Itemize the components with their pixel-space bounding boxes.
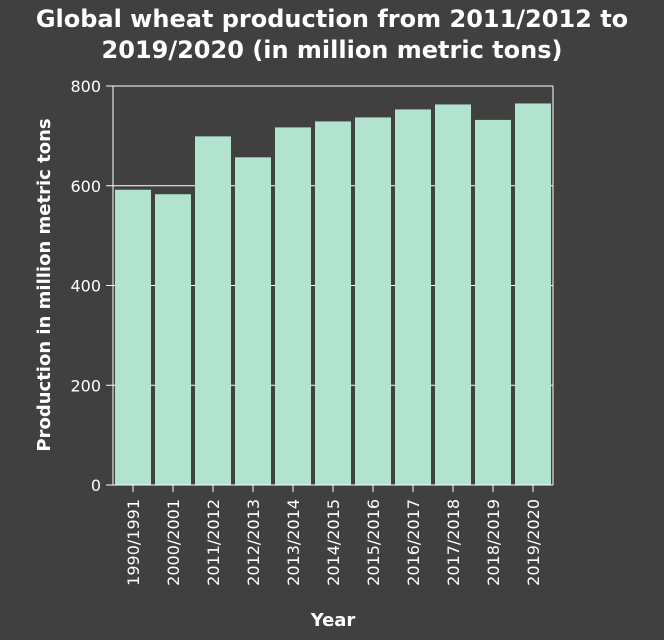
bar-2011/2012 xyxy=(195,136,231,485)
bar-2016/2017 xyxy=(395,109,431,485)
x-tick-label-2017/2018: 2017/2018 xyxy=(444,499,463,586)
bar-1990/1991 xyxy=(115,189,151,486)
x-axis-label: Year xyxy=(310,610,356,631)
y-tick-label-800: 800 xyxy=(70,77,101,96)
x-tick-label-2019/2020: 2019/2020 xyxy=(524,499,543,586)
bar-2018/2019 xyxy=(475,119,511,485)
x-tick-label-2013/2014: 2013/2014 xyxy=(284,499,303,586)
x-tick-label-2018/2019: 2018/2019 xyxy=(484,499,503,586)
y-tick-label-600: 600 xyxy=(70,177,101,196)
bar-2013/2014 xyxy=(275,127,311,486)
x-tick-label-2014/2015: 2014/2015 xyxy=(324,499,343,586)
y-tick-label-0: 0 xyxy=(91,476,101,495)
bar-2000/2001 xyxy=(155,194,191,485)
axes xyxy=(106,85,554,492)
bar-2019/2020 xyxy=(515,103,551,486)
x-tick-label-2012/2013: 2012/2013 xyxy=(244,499,263,586)
tick-labels: 0 200 400 600 800 1990/1991 2000/2001 2011/2012… xyxy=(70,77,543,586)
chart-title-line-2: 2019/2020 (in million metric tons) xyxy=(101,36,563,64)
y-tick-label-400: 400 xyxy=(70,277,101,296)
bar-2012/2013 xyxy=(235,157,271,486)
y-tick-label-200: 200 xyxy=(70,376,101,395)
x-tick-label-2000/2001: 2000/2001 xyxy=(164,499,183,586)
bar-2015/2016 xyxy=(355,117,391,485)
x-tick-label-2016/2017: 2016/2017 xyxy=(404,499,423,586)
x-tick-label-2011/2012: 2011/2012 xyxy=(204,499,223,586)
chart-title-line-1: Global wheat production from 2011/2012 t… xyxy=(35,5,629,33)
bar-2014/2015 xyxy=(315,121,351,485)
y-axis-label: Production in million metric tons xyxy=(34,118,55,451)
x-tick-label-1990/1991: 1990/1991 xyxy=(124,499,143,586)
chart-title: Global wheat production from 2011/2012 t… xyxy=(0,4,664,66)
bars xyxy=(115,103,551,486)
bar-2017/2018 xyxy=(435,104,471,486)
x-tick-label-2015/2016: 2015/2016 xyxy=(364,499,383,586)
